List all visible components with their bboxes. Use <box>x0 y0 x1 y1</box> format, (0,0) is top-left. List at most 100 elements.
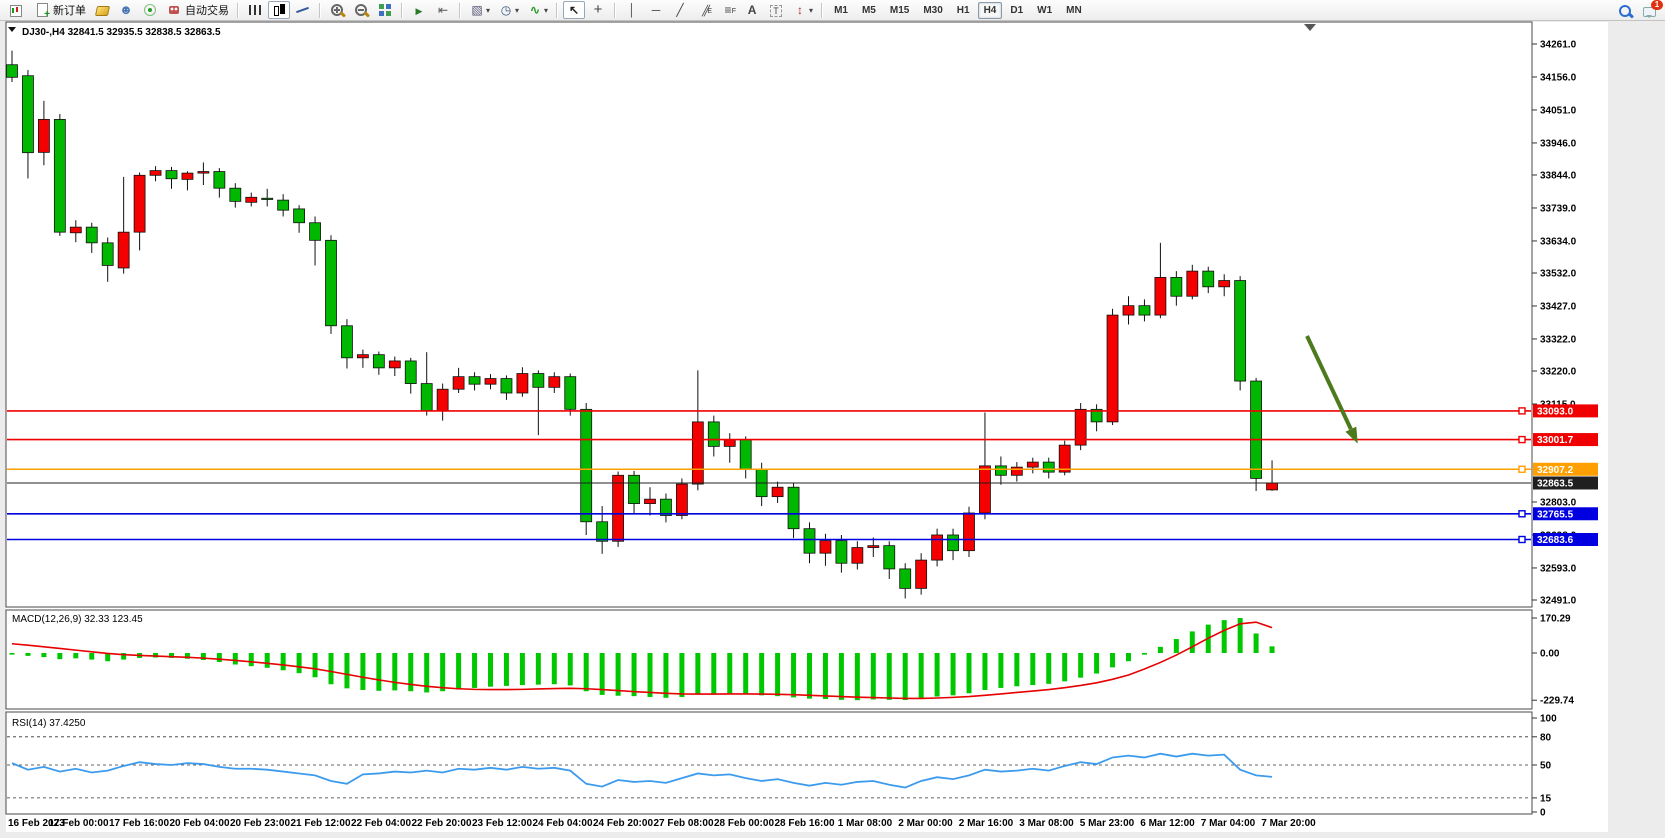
periods-button[interactable]: ▾ <box>495 1 522 19</box>
toolbar-separator <box>614 2 617 18</box>
svg-text:33093.0: 33093.0 <box>1537 406 1574 417</box>
timeframe-d1[interactable]: D1 <box>1004 2 1029 19</box>
vertical-line-button[interactable] <box>621 1 643 19</box>
level-marker[interactable] <box>1518 510 1526 518</box>
svg-text:0: 0 <box>1540 808 1546 819</box>
macd-bar <box>1173 639 1179 653</box>
timeframe-m5[interactable]: M5 <box>856 2 882 19</box>
text-label-button[interactable] <box>765 1 787 19</box>
auto-scroll-button[interactable] <box>408 1 430 19</box>
timeframe-m15[interactable]: M15 <box>884 2 915 19</box>
equidistant-channel-button[interactable] <box>693 1 715 20</box>
candlestick-chart-button[interactable] <box>268 1 290 19</box>
macd-bar <box>998 653 1004 688</box>
main-price-panel[interactable] <box>5 21 1533 608</box>
rsi-panel[interactable] <box>5 711 1533 815</box>
candle-body <box>707 421 720 447</box>
svg-text:1 Mar 08:00: 1 Mar 08:00 <box>838 818 893 829</box>
chart-title: DJ30-,H4 32841.5 32935.5 32838.5 32863.5 <box>22 27 221 38</box>
chat-button[interactable]: 1 <box>1638 0 1663 20</box>
horizontal-line-button[interactable] <box>645 1 667 19</box>
svg-text:32491.0: 32491.0 <box>1540 596 1577 607</box>
trendline-button[interactable] <box>669 1 691 19</box>
new-order-button[interactable]: 新订单 <box>31 1 89 20</box>
candle-body <box>1122 305 1135 316</box>
candle-body <box>867 545 880 548</box>
svg-text:170.29: 170.29 <box>1540 614 1571 625</box>
new-chart-button[interactable]: ▾ <box>466 1 493 19</box>
svg-text:20 Feb 23:00: 20 Feb 23:00 <box>230 818 290 829</box>
svg-text:24 Feb 20:00: 24 Feb 20:00 <box>593 818 653 829</box>
candle-body <box>452 376 465 390</box>
timeframe-h1[interactable]: H1 <box>951 2 976 19</box>
macd-label: MACD(12,26,9) 32.33 123.45 <box>12 614 143 625</box>
level-price-label <box>1533 507 1598 521</box>
candle-body <box>739 439 752 470</box>
macd-bar <box>169 653 174 658</box>
svg-text:50: 50 <box>1540 761 1552 772</box>
chart-window-icon <box>8 2 24 18</box>
arrow-annotation[interactable] <box>1305 335 1353 430</box>
signals-button[interactable] <box>139 1 161 19</box>
candle-body <box>213 171 226 189</box>
macd-bar <box>503 653 509 686</box>
timeframe-w1[interactable]: W1 <box>1031 2 1058 19</box>
toolbar-separator <box>237 2 239 18</box>
candle-body <box>1106 314 1119 423</box>
zoom-in-button[interactable] <box>326 1 348 19</box>
candle-body <box>963 512 975 552</box>
arrow-annotation-head[interactable] <box>1345 426 1358 444</box>
bar-chart-button[interactable] <box>244 1 266 19</box>
macd-bar <box>679 653 685 697</box>
macd-bar <box>89 653 95 660</box>
toolbar: 新订单 自动交易 ▾ ▾ ▾ ▾ M1 M5 M15 M30 H1 H4 D1 … <box>0 0 1665 21</box>
svg-text:2 Mar 16:00: 2 Mar 16:00 <box>959 818 1014 829</box>
one-click-trading-toggle-icon[interactable] <box>8 27 16 32</box>
chart-shift-button[interactable] <box>432 1 454 19</box>
timeframe-mn[interactable]: MN <box>1060 2 1088 19</box>
macd-bar <box>408 653 414 692</box>
macd-bar <box>1269 646 1275 653</box>
profile-button[interactable] <box>115 1 137 19</box>
svg-text:20 Feb 04:00: 20 Feb 04:00 <box>169 818 229 829</box>
svg-text:5 Mar 23:00: 5 Mar 23:00 <box>1080 818 1135 829</box>
svg-text:17 Feb 16:00: 17 Feb 16:00 <box>109 818 169 829</box>
level-marker[interactable] <box>1518 535 1526 544</box>
cursor-button[interactable] <box>563 1 586 19</box>
candle-body <box>1042 461 1055 473</box>
macd-bar <box>775 653 781 697</box>
macd-panel[interactable] <box>5 609 1533 710</box>
line-chart-button[interactable] <box>292 1 314 19</box>
level-marker[interactable] <box>1518 435 1526 444</box>
indicators-button[interactable]: ▾ <box>524 1 551 19</box>
person-icon <box>118 2 134 18</box>
shift-marker-icon[interactable] <box>1304 24 1316 31</box>
text-button[interactable] <box>741 1 763 19</box>
timeframe-m30[interactable]: M30 <box>917 2 948 19</box>
level-marker[interactable] <box>1518 407 1526 415</box>
toolbar-separator <box>401 2 403 18</box>
svg-text:80: 80 <box>1540 732 1552 743</box>
macd-bar <box>886 653 892 700</box>
candle-body <box>38 118 50 153</box>
timeframe-m1[interactable]: M1 <box>828 2 854 19</box>
search-button[interactable] <box>1614 2 1636 20</box>
tile-windows-button[interactable] <box>374 1 396 19</box>
deposit-button[interactable] <box>91 1 113 19</box>
zoom-out-button[interactable] <box>350 1 372 19</box>
candle-body <box>53 118 66 233</box>
macd-bar <box>902 653 908 701</box>
chart-window-menu-button[interactable] <box>3 0 29 20</box>
level-marker[interactable] <box>1518 465 1526 473</box>
timeframe-h4[interactable]: H4 <box>977 1 1003 19</box>
zoom-out-icon <box>353 2 369 18</box>
crosshair-button[interactable] <box>587 1 609 19</box>
candle-body <box>596 521 609 542</box>
macd-bar <box>9 653 15 655</box>
arrows-shapes-button[interactable]: ▾ <box>789 1 816 19</box>
autotrading-button[interactable]: 自动交易 <box>163 1 232 19</box>
macd-bar <box>105 653 111 662</box>
fibonacci-button[interactable] <box>717 1 739 20</box>
